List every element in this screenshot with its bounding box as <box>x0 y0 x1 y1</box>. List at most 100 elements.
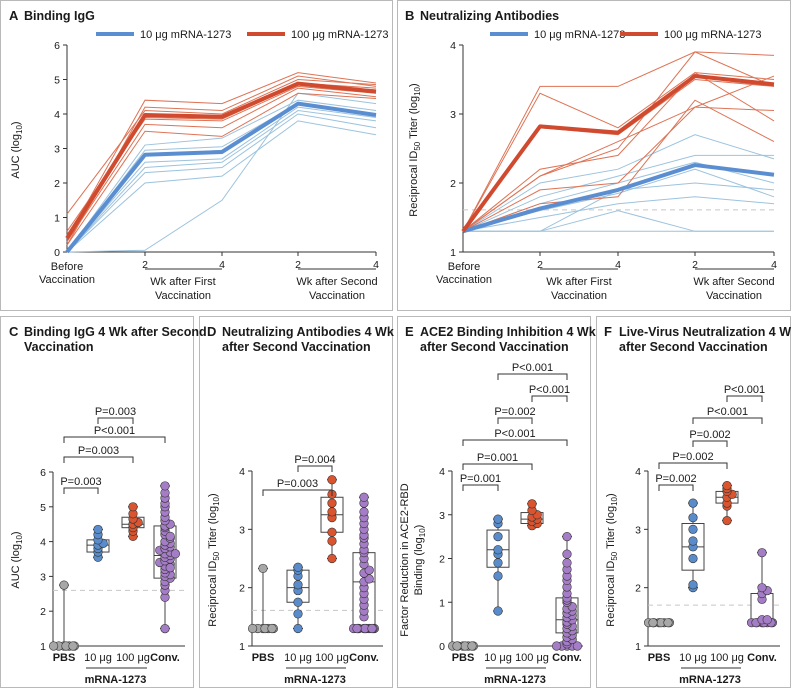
data-point <box>359 492 369 502</box>
panel-f-title-line1: Live-Virus Neutralization 4 Wk <box>619 325 791 339</box>
significance-bracket <box>497 373 568 380</box>
data-point <box>160 481 170 491</box>
group-label: 100 μg <box>116 652 150 664</box>
data-point <box>762 615 772 625</box>
significance-bracket <box>63 436 166 443</box>
y-tick-label: 2 <box>54 178 60 190</box>
individual-line-100ug <box>462 75 775 232</box>
data-point <box>293 609 303 619</box>
data-point <box>688 580 698 590</box>
data-point <box>258 563 268 574</box>
panel-e-title-line1: ACE2 Binding Inhibition 4 Wk <box>420 325 596 339</box>
y-tick-label: 1 <box>40 641 46 653</box>
p-value-label: P=0.002 <box>494 406 535 418</box>
group-label: Conv. <box>349 652 379 664</box>
panel-c-title-line2: Vaccination <box>24 340 93 354</box>
individual-line-100ug <box>66 75 377 246</box>
individual-line-10ug <box>66 113 377 253</box>
y-tick-label: 5 <box>40 502 46 514</box>
data-point <box>367 623 377 634</box>
p-value-label: P=0.003 <box>78 445 119 457</box>
individual-line-100ug <box>66 78 377 215</box>
significance-bracket <box>726 395 763 402</box>
data-point <box>562 558 572 568</box>
data-point <box>572 641 583 651</box>
group-label: 10 μg <box>84 652 112 664</box>
data-point <box>327 475 337 485</box>
data-point <box>327 527 337 537</box>
x-tick-label: 4 <box>771 259 777 271</box>
panel-a-xgroup-second-2: Vaccination <box>309 290 365 302</box>
data-point <box>248 623 258 634</box>
y-tick-label: 4 <box>439 466 445 478</box>
data-point <box>688 524 698 534</box>
p-value-label: P=0.002 <box>655 473 696 485</box>
data-point <box>493 558 503 568</box>
y-tick-label: 3 <box>239 524 245 536</box>
data-point <box>663 618 673 628</box>
y-tick-label: 2 <box>439 554 445 566</box>
data-point <box>688 498 698 508</box>
panel-b-ylabel: Reciprocal ID50 Titer (log10) <box>408 83 422 216</box>
p-value-label: P=0.002 <box>689 429 730 441</box>
group-label: PBS <box>452 652 475 664</box>
legend-b-red-label: 100 μg mRNA-1273 <box>664 29 761 41</box>
y-tick-label: 1 <box>439 597 445 609</box>
data-point <box>165 563 175 573</box>
panel-e-letter: E <box>405 324 414 339</box>
individual-line-100ug <box>66 87 377 242</box>
significance-bracket <box>462 439 568 446</box>
data-point <box>493 532 503 542</box>
panel-a-ylabel: AUC (log10) <box>10 121 24 178</box>
significance-bracket <box>63 487 99 494</box>
data-point <box>493 545 503 555</box>
data-point <box>688 553 698 564</box>
individual-line-100ug <box>462 51 775 232</box>
individual-line-100ug <box>66 72 377 239</box>
mean-line-100ug <box>461 74 775 233</box>
panel-e-ylabel-line2: Binding (log10) <box>413 525 427 596</box>
significance-bracket <box>297 465 333 472</box>
y-tick-label: 6 <box>54 40 60 52</box>
panel-b-xgroup-second-1: Wk after Second <box>693 276 774 288</box>
data-point <box>165 531 175 541</box>
individual-line-10ug <box>462 196 775 232</box>
data-point <box>160 623 170 634</box>
y-tick-label: 2 <box>450 178 456 190</box>
data-point <box>688 536 698 546</box>
p-value-label: P<0.001 <box>724 384 765 396</box>
p-value-label: P<0.001 <box>94 425 135 437</box>
x-tick-label: 2 <box>537 259 543 271</box>
data-point <box>293 562 303 572</box>
individual-line-10ug <box>66 92 377 253</box>
panel-b-title: Neutralizing Antibodies <box>420 9 559 23</box>
individual-line-100ug <box>66 92 377 246</box>
x-tick-label: 4 <box>615 259 621 271</box>
y-tick-label: 1 <box>450 247 456 259</box>
group-label: PBS <box>252 652 275 664</box>
p-value-label: P<0.001 <box>529 384 570 396</box>
data-point <box>562 532 572 542</box>
group-label: PBS <box>648 652 671 664</box>
panel-b-xgroup-second-2: Vaccination <box>706 290 762 302</box>
panel-b-xgroup-before-1: Before <box>448 261 480 273</box>
significance-bracket <box>63 456 134 463</box>
x-tick-label: 2 <box>295 259 301 271</box>
p-value-label: P=0.001 <box>477 452 518 464</box>
data-point <box>327 498 337 508</box>
y-tick-label: 1 <box>54 213 60 225</box>
p-value-label: P<0.001 <box>512 362 553 374</box>
panel-d-letter: D <box>207 324 216 339</box>
group-label: PBS <box>53 652 76 664</box>
significance-bracket <box>97 417 134 424</box>
data-point <box>551 641 562 651</box>
individual-line-10ug <box>66 106 377 253</box>
dose-label-line1: mRNA-1273 <box>284 674 346 686</box>
panel-f-letter: F <box>604 324 612 339</box>
x-tick-label: 2 <box>692 259 698 271</box>
dose-label-line1: mRNA-1273 <box>85 674 147 686</box>
